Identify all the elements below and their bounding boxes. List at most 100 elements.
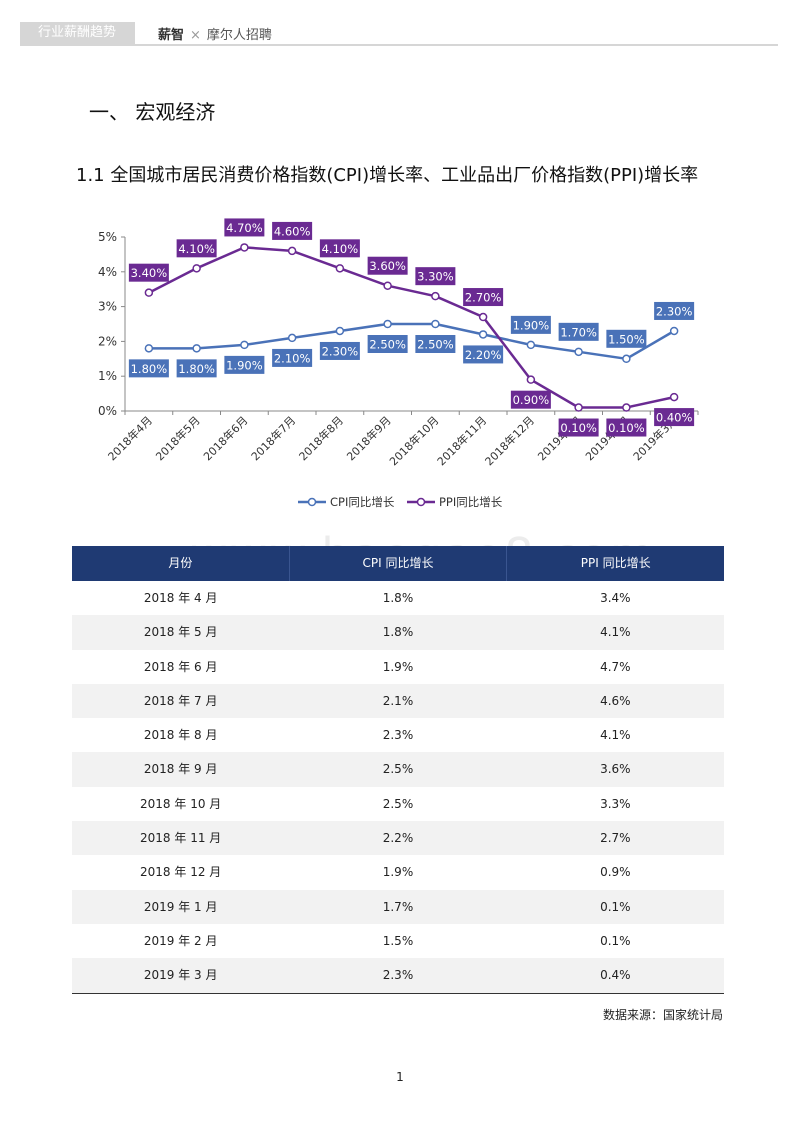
ppi-data-label-box	[367, 256, 408, 275]
cpi-point	[240, 340, 249, 350]
ppi-data-label-box	[463, 288, 504, 307]
ppi-point	[287, 246, 297, 256]
cpi-data-label-box	[367, 335, 408, 353]
table-header-ppi: PPI 同比增长	[580, 556, 651, 570]
ppi-data-label: 4.10%	[322, 242, 359, 256]
ppi-data-label-box	[176, 239, 217, 258]
cpi-point	[144, 344, 154, 353]
x-tick-label: 2018年6月	[200, 413, 250, 463]
x-tick-label: 2018年4月	[105, 413, 155, 463]
table-row: 2018 年 6 月 1.9% 4.7%	[72, 650, 724, 684]
cpi-data-label-box	[176, 359, 217, 378]
ppi-data-label-box	[606, 418, 647, 437]
cpi-point	[335, 326, 345, 336]
cpi-point	[431, 319, 440, 329]
ppi-data-label-box	[654, 408, 695, 427]
ppi-data-label-box	[272, 221, 313, 240]
header-tab: 行业薪酬趋势	[20, 22, 135, 44]
data-table: 月份 CPI 同比增长 PPI 同比增长 2018 年 4 月 1.8% 3.4% 2…	[72, 546, 724, 994]
x-tick-label: 2018年10月	[386, 413, 441, 468]
table-cell-month: 2018 年 4 月	[143, 591, 218, 605]
line-chart: 0% 1% 2% 3% 4% 5% 2018年4月2018年5月2018年6月2018年7月…	[98, 218, 699, 509]
cpi-point	[622, 354, 631, 364]
table-cell-cpi: 2.5%	[382, 762, 414, 777]
ppi-data-label: 4.70%	[226, 221, 263, 235]
table-row: 2018 年 10 月 2.5% 3.3%	[72, 787, 724, 821]
ppi-data-label: 4.60%	[274, 224, 311, 238]
cpi-point	[574, 347, 583, 357]
table-row: 2018 年 7 月 2.1% 4.6%	[72, 683, 724, 719]
table-cell-cpi: 1.8%	[382, 591, 414, 605]
ppi-data-label-box	[558, 418, 599, 437]
table-row: 2018 年 8 月 2.3% 4.1%	[72, 718, 724, 752]
y-tick-label: 0%	[98, 404, 117, 418]
ppi-point	[240, 243, 249, 252]
table-cell-ppi: 0.1%	[600, 933, 631, 948]
table-cell-ppi: 0.9%	[600, 865, 631, 880]
ppi-data-label-box	[128, 263, 169, 282]
table-row: 2018 年 5 月 1.8% 4.1%	[72, 615, 724, 650]
ppi-data-label: 0.40%	[656, 411, 693, 425]
ppi-point	[335, 264, 345, 273]
table-cell-month: 2018 年 10 月	[140, 796, 222, 811]
table-row: 2019 年 3 月 2.3% 0.4%	[72, 958, 724, 993]
cpi-data-label: 1.80%	[131, 362, 168, 376]
x-tick-label: 2018年8月	[296, 413, 346, 463]
table-cell-cpi: 1.5%	[382, 933, 414, 948]
cpi-point	[669, 326, 679, 336]
y-tick-label: 3%	[98, 300, 117, 314]
table-header-month: 月份	[72, 546, 290, 581]
brand-logo: 薪智 × 摩尔人招聘	[158, 24, 272, 43]
table-cell-ppi: 3.4%	[600, 591, 631, 605]
ppi-point	[526, 375, 536, 384]
ppi-data-label: 3.60%	[369, 259, 406, 273]
ppi-point	[192, 264, 201, 273]
cpi-data-label: 2.30%	[656, 304, 693, 318]
ppi-legend-label: PPI同比增长	[439, 495, 503, 509]
ppi-point	[431, 291, 440, 301]
y-tick-label: 1%	[98, 369, 117, 383]
ppi-data-label: 3.40%	[131, 266, 168, 280]
table-row: 2018 年 4 月 1.8% 3.4%	[72, 581, 724, 615]
ppi-point	[669, 392, 679, 402]
table-row: 2018 年 11 月 2.2% 2.7%	[72, 821, 724, 856]
cpi-data-label: 2.10%	[274, 351, 311, 365]
table-cell-month: 2018 年 12 月	[140, 865, 222, 880]
section-title: 一、 宏观经济	[89, 100, 216, 124]
table-bottom-rule	[72, 992, 724, 994]
cpi-data-label-box	[272, 348, 313, 367]
cpi-data-label: 1.90%	[513, 318, 550, 332]
table-header: 月份 CPI 同比增长 PPI 同比增长	[72, 546, 724, 581]
table-cell-month: 2019 年 1 月	[143, 899, 218, 914]
ppi-legend-marker	[416, 497, 426, 507]
table-cell-month: 2018 年 7 月	[143, 693, 218, 708]
ppi-data-label: 0.90%	[513, 393, 550, 407]
cpi-point	[192, 344, 201, 353]
cpi-data-label: 1.90%	[226, 358, 263, 372]
table-cell-month: 2019 年 2 月	[143, 933, 218, 948]
table-cell-cpi: 2.1%	[382, 693, 414, 708]
x-tick-label: 2018年5月	[153, 413, 203, 463]
cpi-data-label-box	[224, 355, 265, 374]
cpi-series-line	[148, 322, 675, 361]
table-cell-ppi: 2.7%	[600, 831, 631, 846]
ppi-data-label: 3.30%	[417, 270, 454, 284]
brand-secondary: 摩尔人招聘	[206, 28, 272, 43]
table-cell-cpi: 2.5%	[382, 796, 414, 811]
cpi-data-label-box	[463, 345, 504, 364]
table-cell-ppi: 4.1%	[600, 625, 631, 640]
ppi-point	[144, 288, 154, 297]
x-tick-label: 2018年7月	[248, 413, 298, 463]
table-cell-month: 2018 年 8 月	[143, 728, 218, 743]
ppi-data-label-box	[224, 218, 265, 237]
table-cell-ppi: 3.6%	[600, 762, 631, 777]
y-tick-label: 5%	[98, 230, 117, 244]
table-row: 2019 年 1 月 1.7% 0.1%	[72, 889, 724, 924]
ppi-data-label-box	[319, 239, 360, 258]
table-cell-cpi: 2.3%	[382, 968, 414, 983]
cpi-legend-label: CPI同比增长	[330, 495, 395, 509]
ppi-point	[478, 312, 488, 322]
x-tick-label: 2018年12月	[482, 413, 537, 468]
table-cell-month: 2018 年 6 月	[143, 659, 218, 674]
table-row: 2018 年 9 月 2.5% 3.6%	[72, 752, 724, 787]
